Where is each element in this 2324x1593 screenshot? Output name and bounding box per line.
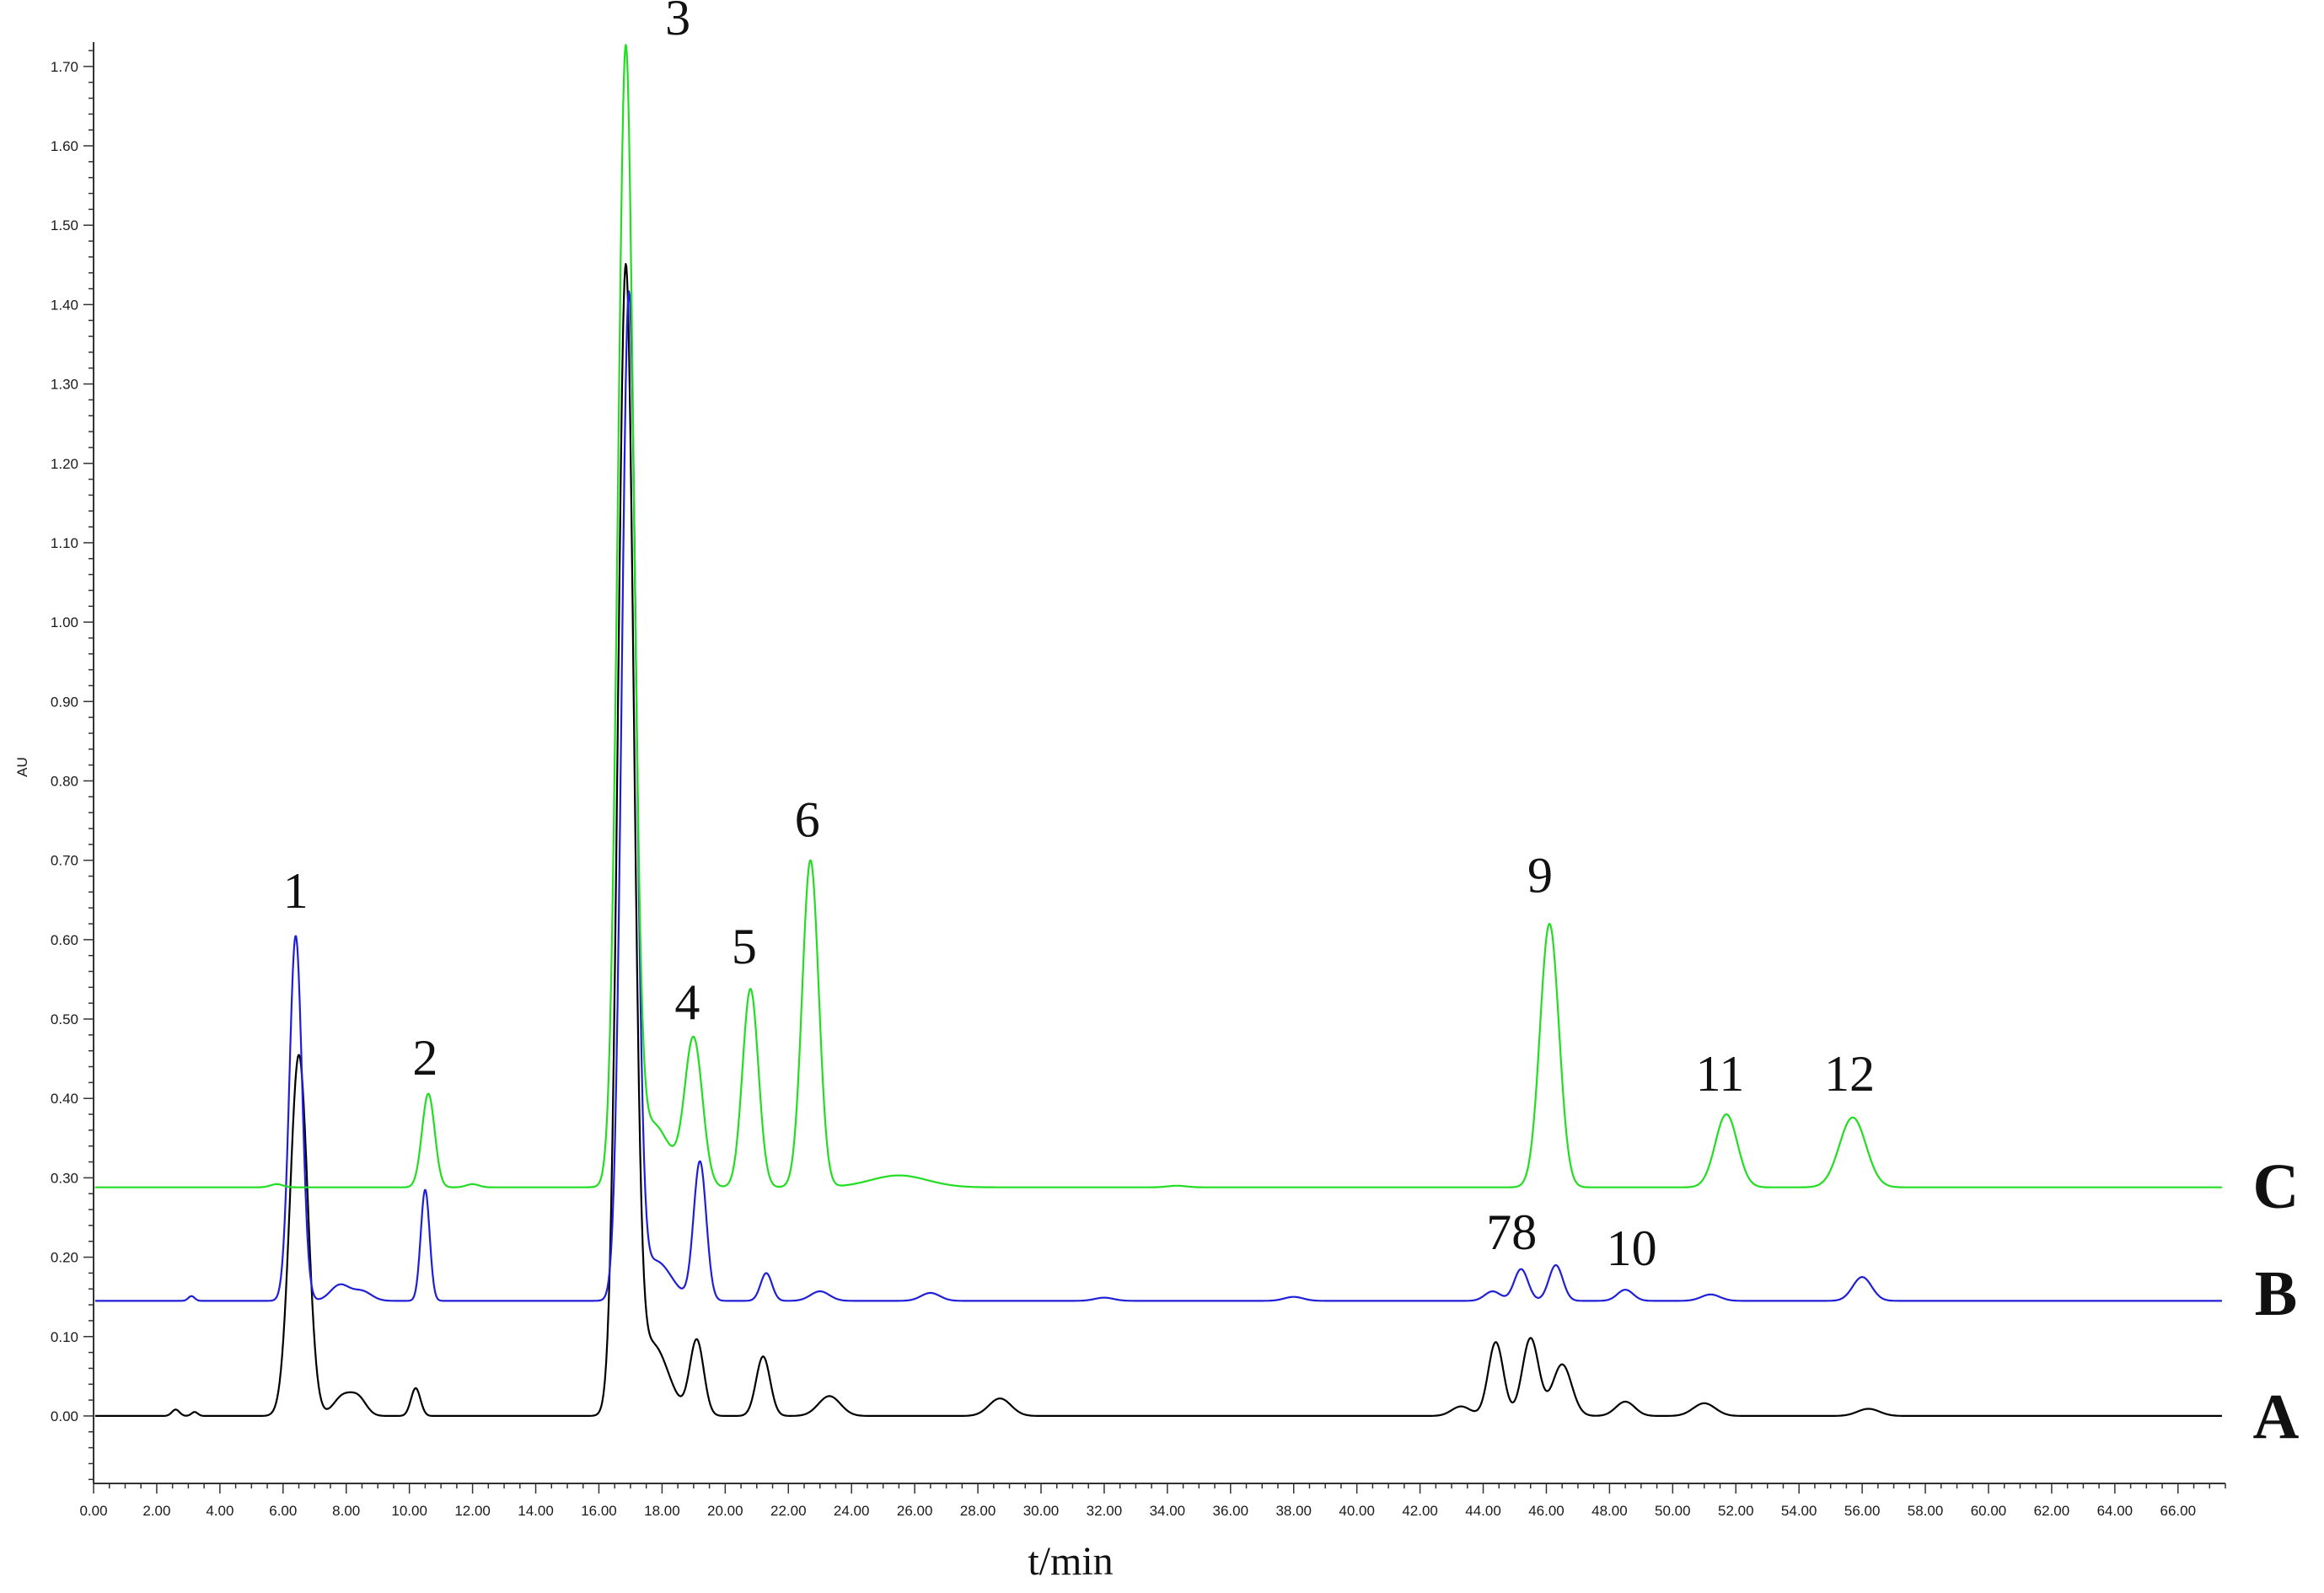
x-tick-label: 6.00 xyxy=(269,1503,297,1519)
x-tick-label: 28.00 xyxy=(960,1503,996,1519)
y-tick-label: 0.30 xyxy=(51,1170,78,1186)
x-tick-label: 56.00 xyxy=(1844,1503,1881,1519)
peak-label: 1 xyxy=(283,863,309,919)
x-tick-label: 50.00 xyxy=(1655,1503,1691,1519)
x-tick-label: 10.00 xyxy=(391,1503,427,1519)
x-axis-title: t/min xyxy=(1028,1539,1113,1584)
x-tick-label: 40.00 xyxy=(1339,1503,1375,1519)
x-tick-label: 24.00 xyxy=(834,1503,870,1519)
x-tick-label: 32.00 xyxy=(1087,1503,1123,1519)
peak-label: 3 xyxy=(665,0,690,46)
x-tick-label: 60.00 xyxy=(1971,1503,2007,1519)
y-tick-label: 0.20 xyxy=(51,1250,78,1266)
x-tick-label: 14.00 xyxy=(518,1503,554,1519)
x-tick-label: 12.00 xyxy=(454,1503,491,1519)
series-label: A xyxy=(2253,1381,2300,1452)
x-tick-label: 58.00 xyxy=(1908,1503,1944,1519)
series-a-trace xyxy=(94,263,2223,1417)
x-tick-label: 64.00 xyxy=(2097,1503,2133,1519)
peak-label: 4 xyxy=(674,974,700,1030)
x-tick-label: 38.00 xyxy=(1275,1503,1312,1519)
x-tick-label: 52.00 xyxy=(1718,1503,1754,1519)
peak-label: 12 xyxy=(1824,1046,1875,1102)
y-tick-label: 1.10 xyxy=(51,535,78,551)
x-tick-label: 62.00 xyxy=(2034,1503,2070,1519)
y-tick-label: 0.80 xyxy=(51,773,78,789)
x-tick-label: 36.00 xyxy=(1213,1503,1249,1519)
series-c-trace xyxy=(94,44,2223,1188)
x-tick-label: 0.00 xyxy=(79,1503,107,1519)
series-b-trace xyxy=(94,290,2223,1302)
y-tick-label: 1.30 xyxy=(51,377,78,393)
y-tick-label: 0.60 xyxy=(51,932,78,948)
y-tick-label: 0.70 xyxy=(51,853,78,869)
traces xyxy=(94,44,2223,1417)
x-tick-label: 48.00 xyxy=(1591,1503,1628,1519)
peak-label: 6 xyxy=(795,791,820,847)
peak-label: 11 xyxy=(1696,1046,1745,1102)
y-tick-label: 1.70 xyxy=(51,59,78,75)
x-tick-label: 34.00 xyxy=(1150,1503,1186,1519)
y-tick-label: 1.20 xyxy=(51,456,78,472)
series-label: C xyxy=(2253,1151,2300,1222)
x-tick-label: 2.00 xyxy=(142,1503,170,1519)
peak-label: 10 xyxy=(1607,1220,1657,1276)
y-tick-label: 0.00 xyxy=(51,1408,78,1424)
y-tick-label: 1.50 xyxy=(51,217,78,233)
x-tick-label: 20.00 xyxy=(707,1503,743,1519)
x-tick-label: 8.00 xyxy=(332,1503,360,1519)
x-tick-label: 30.00 xyxy=(1023,1503,1060,1519)
x-tick-label: 54.00 xyxy=(1781,1503,1817,1519)
y-tick-label: 1.40 xyxy=(51,297,78,313)
series-label: B xyxy=(2255,1258,2298,1329)
y-tick-label: 1.60 xyxy=(51,138,78,154)
x-tick-label: 26.00 xyxy=(897,1503,933,1519)
x-tick-label: 42.00 xyxy=(1402,1503,1438,1519)
x-tick-label: 4.00 xyxy=(206,1503,233,1519)
y-tick-label: 0.90 xyxy=(51,694,78,710)
x-tick-label: 18.00 xyxy=(644,1503,680,1519)
y-axis-title: AU xyxy=(14,757,30,777)
x-tick-label: 16.00 xyxy=(581,1503,617,1519)
y-tick-label: 0.50 xyxy=(51,1011,78,1027)
x-tick-label: 22.00 xyxy=(770,1503,807,1519)
y-tick-label: 0.40 xyxy=(51,1091,78,1107)
x-tick-label: 66.00 xyxy=(2160,1503,2197,1519)
peak-label: 78 xyxy=(1486,1204,1537,1260)
x-tick-label: 46.00 xyxy=(1528,1503,1565,1519)
x-tick-label: 44.00 xyxy=(1465,1503,1501,1519)
y-tick-label: 1.00 xyxy=(51,614,78,630)
axes: 0.00 2.00 4.00 6.00 8.00 10.00 12.00 14.00 16.00… xyxy=(51,42,2226,1519)
peak-label: 5 xyxy=(732,919,757,974)
y-tick-label: 0.10 xyxy=(51,1329,78,1345)
peak-label: 2 xyxy=(412,1030,437,1086)
peak-label: 9 xyxy=(1527,847,1553,903)
